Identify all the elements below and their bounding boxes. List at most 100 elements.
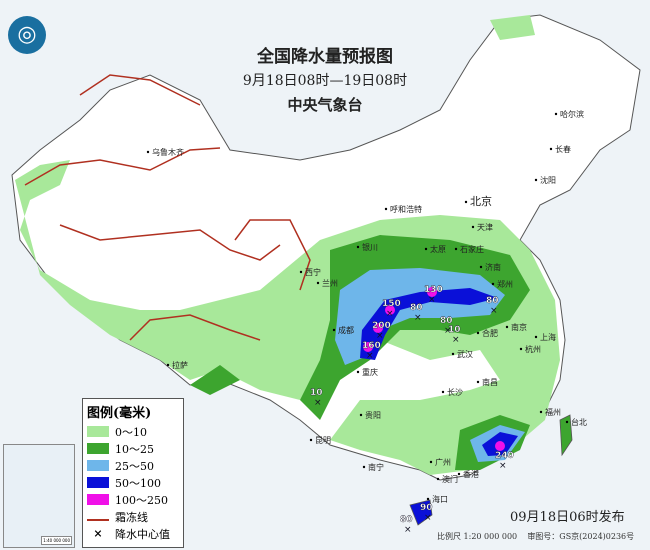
city-marker: [166, 363, 170, 367]
city-marker: [424, 247, 428, 251]
city-label: 济南: [485, 262, 501, 272]
x-mark-icon: ×: [93, 527, 103, 540]
city-marker: [565, 420, 569, 424]
city-marker: [436, 477, 440, 481]
city-marker: [534, 335, 538, 339]
city-label: 银川: [362, 242, 378, 252]
city-marker: [426, 497, 430, 501]
city-label: 沈阳: [540, 175, 556, 185]
rain-zone-100-250: [427, 287, 437, 297]
city-label: 福州: [545, 408, 561, 417]
hainan-island: [409, 499, 433, 526]
x-mark-icon: ×: [386, 309, 394, 319]
city-label: 海口: [432, 494, 448, 504]
city-label: 昆明: [315, 436, 331, 445]
map-footer: 比例尺 1:20 000 000 审图号：GS京(2024)0236号: [437, 531, 634, 542]
city-marker: [491, 282, 495, 286]
frost-line: [234, 219, 311, 291]
city-label: 南昌: [482, 377, 498, 387]
x-mark-icon: ×: [428, 295, 436, 305]
precip-center-value: 80: [440, 316, 453, 326]
color-swatch: [87, 460, 109, 471]
frost-line: [79, 74, 201, 106]
frost-line: [129, 314, 261, 341]
city-marker: [476, 331, 480, 335]
city-label: 香港: [463, 469, 479, 479]
city-label: 贵阳: [365, 410, 381, 420]
city-label: 长春: [555, 144, 571, 154]
city-label: 南京: [511, 322, 527, 332]
legend-label: 100～250: [115, 493, 168, 507]
rain-zone-100-250: [373, 323, 383, 333]
city-marker: [457, 472, 461, 476]
city-marker: [476, 380, 480, 384]
legend-item: 霜冻线: [83, 508, 183, 525]
x-mark-icon: ×: [366, 351, 374, 361]
city-marker: [471, 225, 475, 229]
precip-center-value: 130: [424, 285, 443, 295]
city-label: 太原: [430, 244, 446, 254]
city-marker: [451, 352, 455, 356]
legend-label: 0～10: [115, 425, 147, 439]
city-marker: [534, 178, 538, 182]
city-marker: [479, 265, 483, 269]
cma-logo: ◎: [8, 16, 46, 54]
city-label: 郑州: [497, 279, 513, 289]
rain-zone-100-250: [385, 305, 395, 315]
precip-center-value: 160: [362, 341, 381, 351]
city-label: 武汉: [457, 349, 473, 359]
legend-label: 霜冻线: [115, 510, 148, 524]
city-label: 石家庄: [460, 244, 484, 254]
publish-time: 09月18日06时发布: [510, 510, 625, 525]
legend-title: 图例(毫米): [87, 406, 152, 421]
approval-number: 审图号：GS京(2024)0236号: [527, 532, 635, 541]
frost-line: [24, 147, 221, 186]
city-label: 台北: [571, 417, 587, 427]
precip-center-value: 80: [410, 303, 423, 313]
frost-line: [59, 224, 281, 261]
city-label: 天津: [477, 222, 493, 232]
city-label: 哈尔滨: [560, 109, 584, 119]
precip-center-value: 80: [400, 515, 413, 525]
issuer: 中央气象台: [287, 96, 363, 114]
legend-item: × 降水中心值: [83, 525, 183, 542]
legend-item: 25～50: [83, 457, 183, 474]
city-label: 合肥: [482, 328, 498, 338]
city-label: 杭州: [525, 344, 541, 354]
frost-line-icon: [87, 513, 109, 521]
city-marker: [356, 245, 360, 249]
precip-center-value: 10: [448, 325, 461, 335]
city-label: 澳门: [442, 474, 458, 484]
x-mark-icon: ×: [404, 525, 412, 535]
city-label: 长沙: [447, 387, 463, 397]
city-label: 广州: [435, 457, 451, 467]
forecast-period: 9月18日08时—19日08时: [242, 73, 408, 89]
city-marker: [454, 247, 458, 251]
legend-item: 0～10: [83, 423, 183, 440]
x-mark-icon: ×: [314, 398, 322, 408]
city-label: 成都: [338, 325, 354, 335]
city-marker: [505, 325, 509, 329]
legend: 图例(毫米) 0～10 10～25 25～50 50～100 100～250 霜冻线 × 降水…: [82, 398, 184, 548]
city-marker: [362, 465, 366, 469]
city-marker: [539, 410, 543, 414]
inset-scale: 1:40 000 000: [41, 536, 72, 545]
city-marker: [316, 281, 320, 285]
south-china-sea-inset: 1:40 000 000: [3, 444, 75, 548]
city-label: 呼和浩特: [390, 204, 422, 214]
x-mark-icon: ×: [424, 513, 432, 523]
map-title: 全国降水量预报图: [257, 47, 393, 67]
city-marker: [359, 413, 363, 417]
legend-item: 100～250: [83, 491, 183, 508]
legend-label: 降水中心值: [115, 527, 170, 541]
legend-label: 50～100: [115, 476, 161, 490]
city-label: 西宁: [305, 267, 321, 277]
color-swatch: [87, 494, 109, 505]
precip-center-value: 240: [495, 451, 514, 461]
city-label: 重庆: [362, 367, 378, 377]
precip-center-value: 10: [310, 388, 323, 398]
precip-center-value: 150: [382, 299, 401, 309]
precip-center-value: 80: [486, 296, 499, 306]
color-swatch: [87, 443, 109, 454]
color-swatch: [87, 426, 109, 437]
